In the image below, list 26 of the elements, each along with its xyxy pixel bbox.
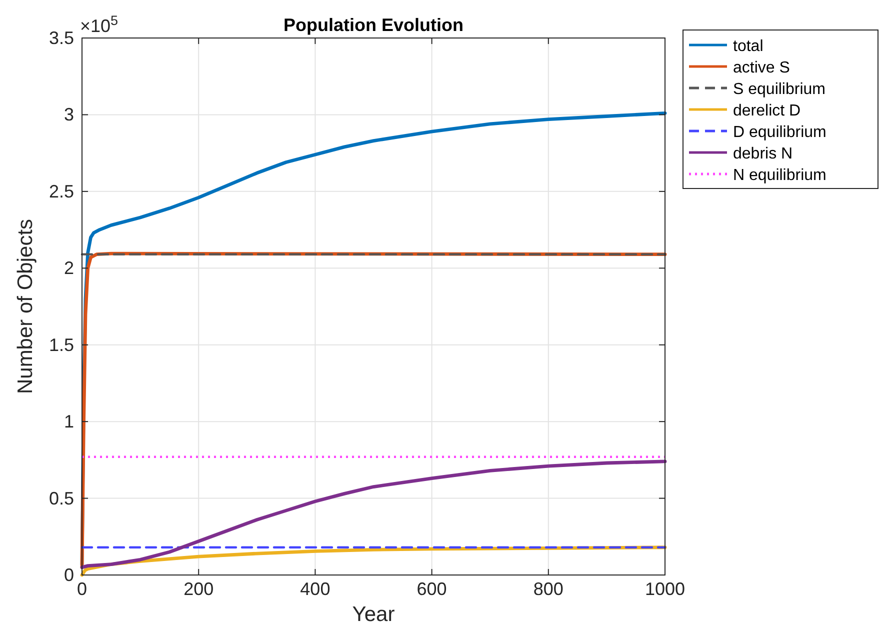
y-tick-label: 0: [64, 565, 74, 585]
text: ×10$^{5}$: [80, 12, 118, 36]
line-series: [80, 460, 667, 570]
legend-label: debris N: [733, 146, 793, 162]
chart-title: Population Evolution: [284, 15, 464, 35]
y-tick-label: 0.5: [48, 488, 74, 508]
legend-label: total: [733, 38, 764, 55]
y-tick-label: 2: [64, 258, 74, 278]
x-tick-label: 600: [416, 579, 447, 599]
y-tick-label: 1.5: [48, 334, 74, 355]
y-axis-title: Number of Objects: [14, 218, 37, 394]
x-tick-label: 1000: [644, 579, 686, 599]
legend-label: active S: [733, 60, 790, 76]
y-tick-label: 3.5: [48, 28, 74, 48]
x-tick-label: 200: [184, 579, 214, 599]
legend-label: D equilibrium: [733, 124, 826, 141]
x-axis-title: Year: [352, 603, 395, 626]
y-tick-label: 2.5: [48, 181, 74, 202]
x-tick-label: 0: [76, 579, 88, 599]
legend-label: derelict D: [733, 102, 801, 120]
x-tick-label: 400: [300, 579, 330, 599]
legend-label: S equilibrium: [733, 81, 826, 98]
x-tick-label: 800: [533, 579, 564, 599]
y-tick-label: 3: [64, 104, 74, 125]
legend-label: N equilibrium: [733, 167, 826, 184]
y-tick-label: 1: [64, 412, 74, 432]
